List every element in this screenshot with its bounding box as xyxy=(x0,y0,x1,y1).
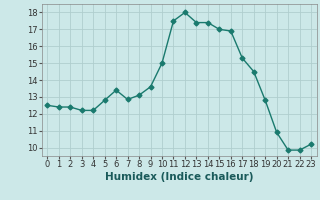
X-axis label: Humidex (Indice chaleur): Humidex (Indice chaleur) xyxy=(105,172,253,182)
